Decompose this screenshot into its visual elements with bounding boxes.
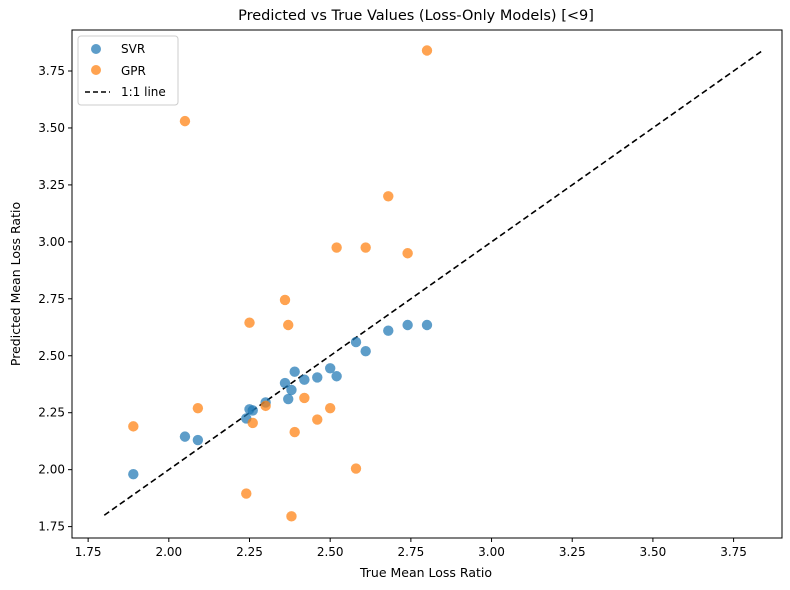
data-point-gpr [283,319,294,331]
data-point-gpr [244,317,255,328]
data-point-gpr [241,488,252,499]
y-axis: 1.75 2.00 2.25 2.50 2.75 3.00 3.25 3.50 3.75 [38,64,72,534]
y-tick-label: 2.00 [38,463,65,477]
legend-label-reference-line: 1:1 line [121,85,166,99]
data-point-svr [192,434,204,446]
legend-marker-gpr [91,65,101,75]
data-point-svr [128,469,139,480]
data-point-gpr [402,248,413,259]
series-svr [128,319,433,480]
chart-title: Predicted vs True Values (Loss-Only Mode… [238,8,594,24]
x-tick-label: 2.00 [155,545,182,559]
x-tick-label: 3.25 [559,545,586,559]
series-gpr [128,45,433,522]
legend-box [77,35,179,106]
data-point-svr [324,363,336,374]
data-point-gpr [279,294,291,306]
data-point-gpr [360,242,371,253]
y-tick-label: 2.25 [38,406,65,420]
data-point-gpr [324,402,336,414]
data-point-gpr [247,417,258,429]
data-point-svr [383,325,394,336]
data-point-svr [350,336,362,348]
y-axis-title: Predicted Mean Loss Ratio [8,202,23,366]
data-point-gpr [421,45,433,56]
y-tick-label: 2.75 [38,292,65,306]
x-axis-title: True Mean Loss Ratio [359,565,492,580]
data-point-gpr [289,426,300,438]
data-point-gpr [350,463,362,474]
data-point-svr [299,374,310,385]
data-point-gpr [383,191,394,202]
data-point-gpr [260,400,271,412]
data-point-svr [279,377,291,389]
data-point-gpr [179,115,191,127]
x-tick-label: 3.50 [640,545,667,559]
data-point-gpr [128,421,139,432]
legend-label-svr: SVR [121,42,145,56]
data-point-gpr [299,392,310,404]
y-tick-label: 3.25 [38,178,65,192]
data-point-svr [289,366,300,377]
y-tick-label: 3.50 [38,121,65,135]
data-point-gpr [192,402,204,414]
legend-label-gpr: GPR [121,64,146,78]
x-tick-label: 3.75 [720,545,747,559]
data-point-svr [402,319,413,331]
data-point-gpr [331,242,342,253]
plot-frame [71,29,783,539]
data-point-svr [283,393,294,405]
x-tick-label: 2.75 [398,545,425,559]
data-point-svr [360,346,371,357]
data-point-svr [247,405,258,416]
data-point-svr [421,319,433,331]
data-point-svr [312,372,323,383]
data-point-svr [286,384,297,396]
data-point-gpr [286,511,297,522]
data-point-svr [179,431,191,442]
x-tick-label: 3.00 [478,545,505,559]
y-tick-label: 3.75 [38,64,65,78]
y-tick-label: 3.00 [38,235,65,249]
legend: SVR GPR 1:1 line [77,35,179,106]
reference-line-1to1 [103,49,764,516]
x-axis: 1.75 2.00 2.25 2.50 2.75 3.00 3.25 3.50 3.75 [75,538,747,559]
legend-marker-svr [91,44,101,54]
y-tick-label: 2.50 [38,349,65,363]
data-point-svr [331,371,342,382]
x-tick-label: 2.50 [317,545,344,559]
plot-area [103,45,764,522]
y-tick-label: 1.75 [38,520,65,534]
x-tick-label: 1.75 [75,545,102,559]
data-point-gpr [312,414,323,425]
x-tick-label: 2.25 [236,545,263,559]
